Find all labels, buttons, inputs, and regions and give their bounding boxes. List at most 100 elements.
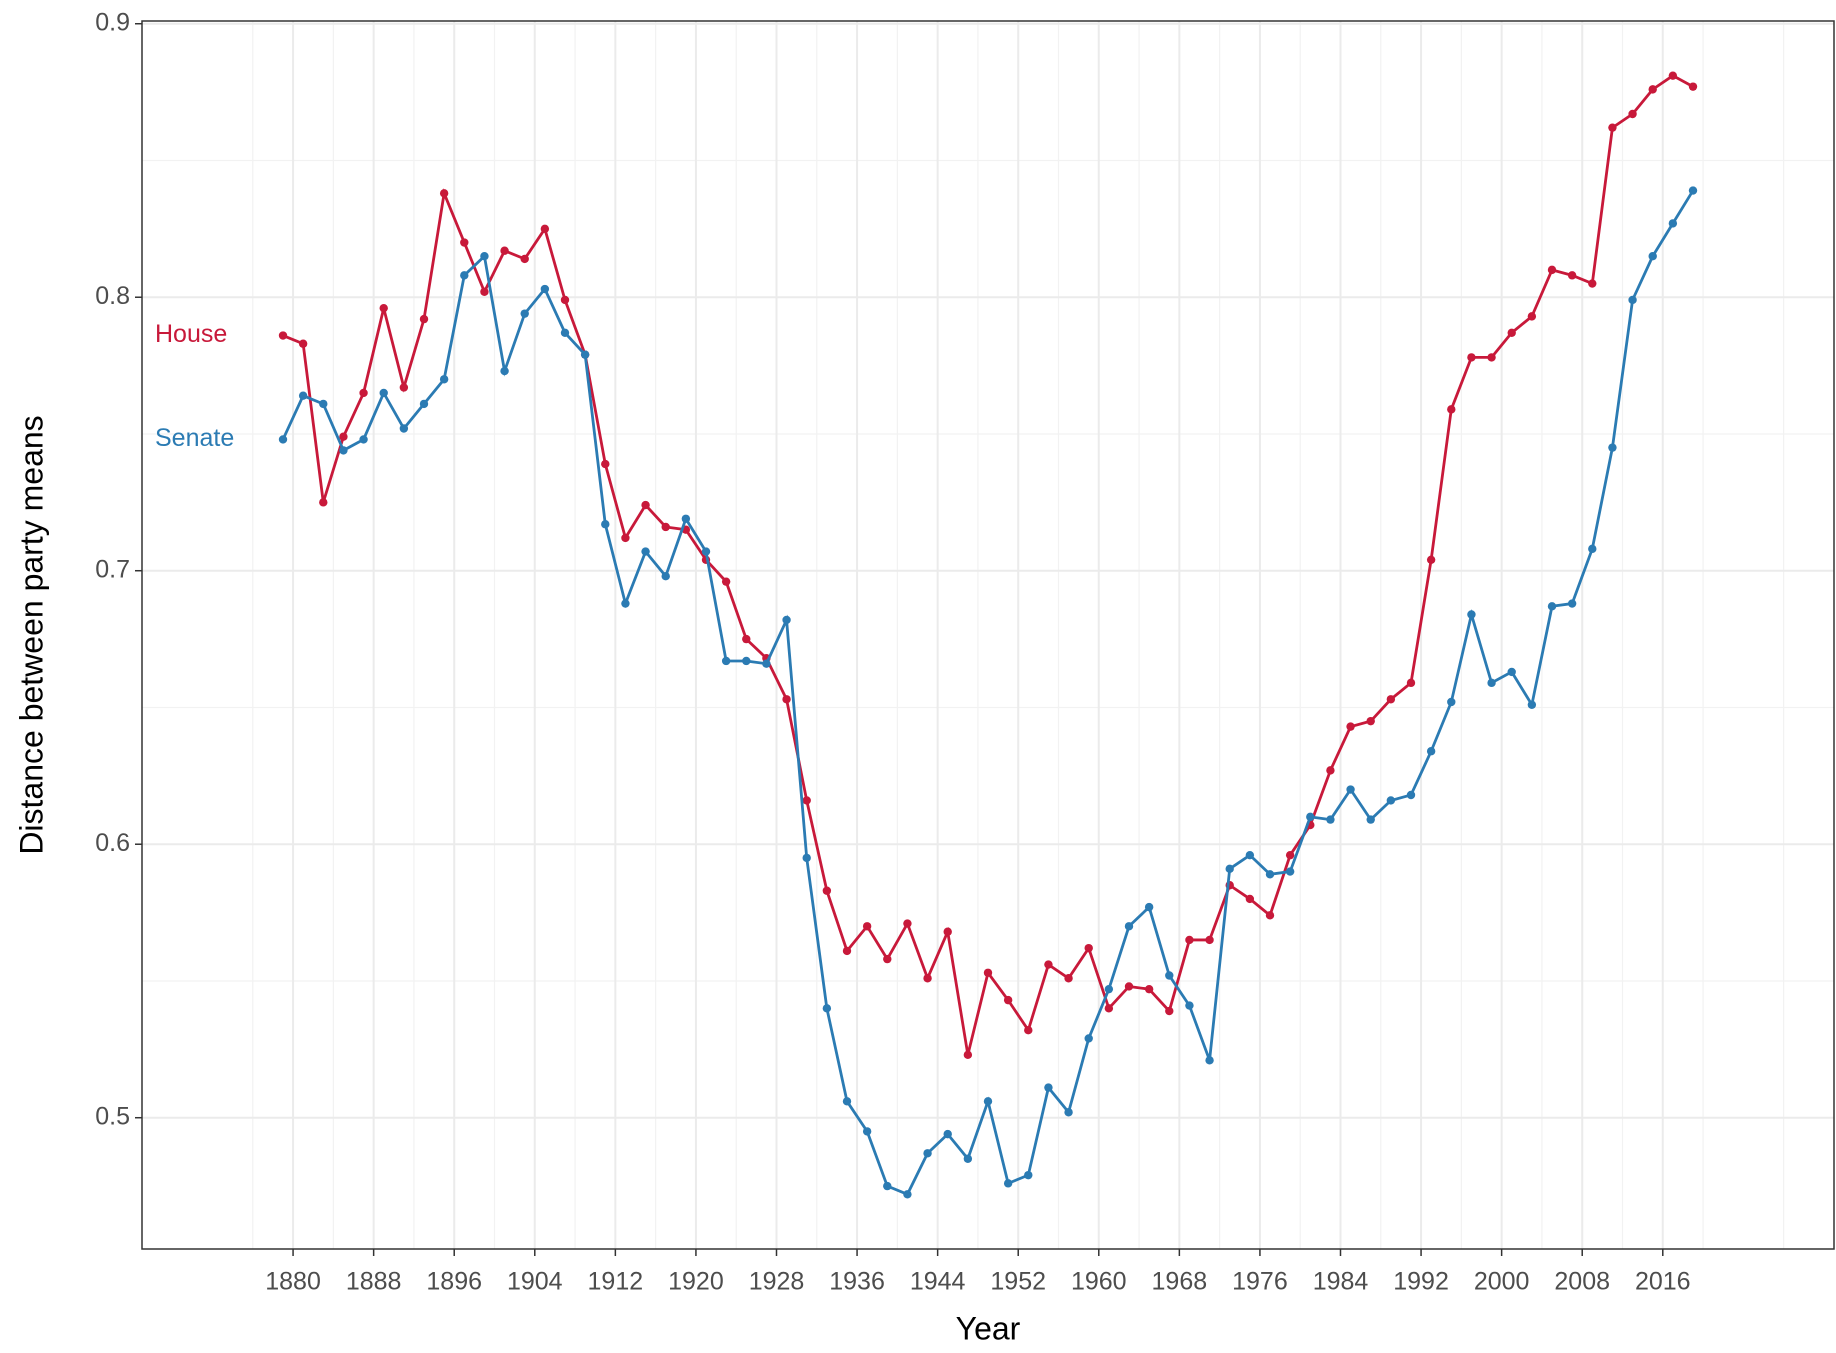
- data-point: [1608, 123, 1617, 132]
- data-point: [1527, 312, 1537, 321]
- data-point: [963, 1154, 973, 1163]
- data-point: [1044, 1083, 1053, 1092]
- series-label: House: [155, 320, 227, 348]
- data-point: [1386, 796, 1396, 805]
- data-point: [903, 919, 912, 928]
- data-point: [560, 295, 570, 305]
- data-point: [621, 533, 630, 543]
- data-point: [319, 498, 328, 507]
- data-point: [802, 796, 811, 805]
- data-point: [1185, 1001, 1194, 1010]
- data-point: [460, 271, 469, 280]
- data-point: [560, 328, 570, 337]
- data-point: [580, 350, 590, 359]
- data-point: [319, 399, 328, 409]
- data-point: [742, 656, 751, 666]
- y-tick-label: 0.9: [95, 8, 130, 36]
- x-tick-label: 1880: [265, 1268, 321, 1296]
- data-point: [1144, 902, 1154, 912]
- data-point: [1426, 747, 1436, 756]
- data-point: [379, 388, 388, 398]
- data-point: [862, 922, 872, 931]
- data-point: [762, 659, 771, 668]
- x-tick-label: 1992: [1393, 1268, 1449, 1296]
- data-point: [601, 520, 610, 529]
- data-point: [1165, 1006, 1174, 1016]
- data-point: [278, 331, 288, 340]
- x-tick-label: 1984: [1313, 1268, 1369, 1296]
- x-tick-label: 1920: [668, 1268, 724, 1296]
- data-point: [379, 303, 388, 313]
- data-point: [500, 366, 509, 376]
- data-point: [1467, 610, 1476, 619]
- data-point: [1487, 353, 1496, 362]
- data-point: [903, 1190, 912, 1199]
- x-tick-label: 1976: [1232, 1268, 1288, 1296]
- data-point: [359, 435, 368, 444]
- x-tick-label: 2008: [1554, 1268, 1610, 1296]
- data-point: [701, 547, 711, 556]
- data-point: [822, 1004, 832, 1013]
- x-tick-label: 1896: [426, 1268, 482, 1296]
- x-tick-label: 1952: [990, 1268, 1046, 1296]
- data-point: [1588, 544, 1597, 554]
- data-point: [721, 656, 731, 666]
- data-point: [1265, 911, 1275, 920]
- data-point: [1165, 971, 1174, 980]
- data-point: [1024, 1026, 1033, 1035]
- data-point: [1588, 279, 1597, 288]
- data-point: [842, 1097, 852, 1106]
- data-point: [983, 1097, 993, 1106]
- x-tick-label: 1904: [507, 1268, 563, 1296]
- x-tick-label: 1912: [588, 1268, 644, 1296]
- data-point: [500, 246, 509, 255]
- data-point: [439, 189, 449, 198]
- data-point: [1527, 700, 1537, 709]
- data-point: [1124, 982, 1134, 991]
- data-point: [1185, 935, 1194, 945]
- data-point: [520, 309, 529, 318]
- data-point: [1245, 850, 1255, 860]
- data-point: [1406, 790, 1416, 800]
- y-tick-label: 0.8: [95, 282, 130, 310]
- data-point: [1003, 995, 1013, 1005]
- data-point: [983, 968, 993, 977]
- data-point: [641, 547, 650, 556]
- data-point: [1648, 252, 1657, 261]
- data-point: [923, 1149, 932, 1158]
- data-point: [339, 432, 348, 441]
- data-point: [1306, 812, 1315, 822]
- data-point: [1426, 555, 1436, 564]
- data-point: [1104, 984, 1114, 994]
- x-tick-label: 1968: [1152, 1268, 1208, 1296]
- data-point: [419, 399, 429, 409]
- data-point: [601, 459, 610, 469]
- data-point: [1064, 1108, 1073, 1117]
- data-point: [1547, 602, 1557, 611]
- data-point: [1084, 1034, 1093, 1043]
- data-point: [1366, 716, 1375, 726]
- data-point: [1205, 935, 1214, 945]
- data-point: [883, 1181, 892, 1191]
- data-point: [1406, 678, 1416, 688]
- data-point: [1487, 678, 1496, 688]
- data-point: [862, 1127, 872, 1136]
- data-point: [1567, 271, 1577, 280]
- data-point: [1346, 722, 1355, 731]
- x-tick-label: 2016: [1635, 1268, 1691, 1296]
- data-point: [359, 388, 368, 398]
- data-point: [1366, 815, 1375, 824]
- x-tick-label: 1960: [1071, 1268, 1127, 1296]
- x-tick-label: 1888: [346, 1268, 402, 1296]
- data-point: [1205, 1056, 1214, 1065]
- data-point: [661, 571, 670, 581]
- data-point: [1044, 960, 1053, 969]
- y-tick-label: 0.7: [95, 555, 130, 583]
- data-point: [1003, 1179, 1013, 1188]
- data-point: [1567, 599, 1577, 608]
- data-point: [419, 314, 429, 324]
- data-point: [1285, 850, 1295, 860]
- x-tick-label: 1936: [829, 1268, 885, 1296]
- data-point: [1447, 405, 1456, 414]
- data-point: [1507, 667, 1516, 677]
